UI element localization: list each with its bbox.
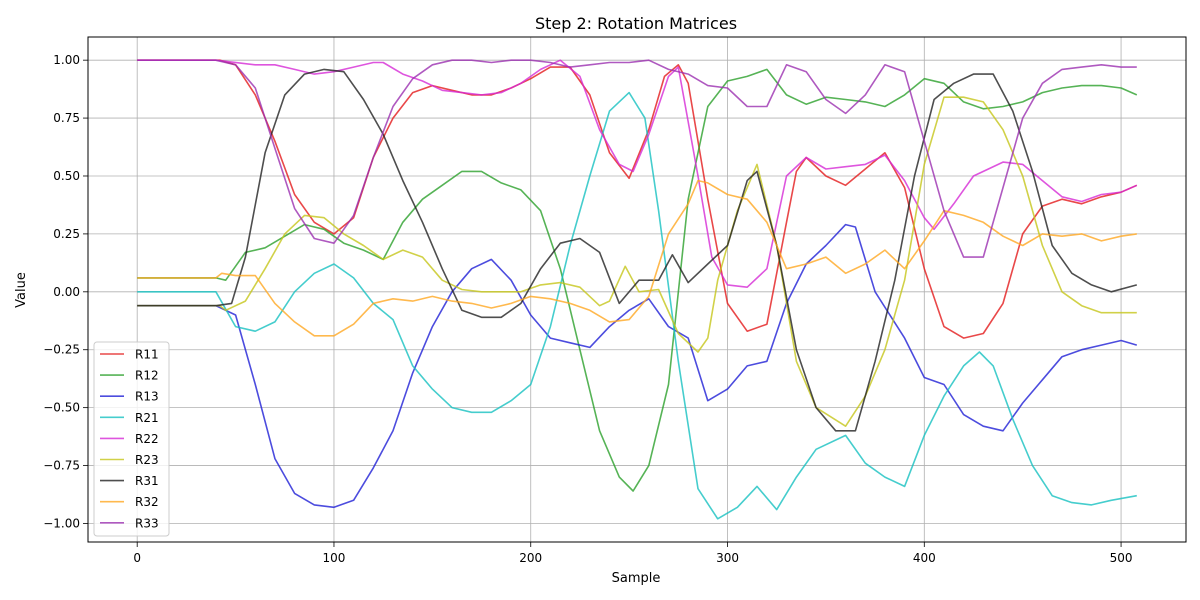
y-tick-label: −0.50 [43, 401, 80, 415]
y-tick-label: 0.00 [53, 285, 80, 299]
series-layer [137, 59, 1138, 520]
series-line-r13 [137, 223, 1138, 509]
series-line-r21 [137, 91, 1137, 520]
y-tick-label: 1.00 [53, 53, 80, 67]
x-tick-label: 200 [519, 551, 542, 565]
legend-label-r21: R21 [135, 411, 159, 425]
legend-label-r31: R31 [135, 474, 159, 488]
x-tick-label: 100 [323, 551, 346, 565]
legend-label-r33: R33 [135, 516, 159, 530]
y-tick-label: −0.75 [43, 459, 80, 473]
legend-label-r13: R13 [135, 390, 159, 404]
legend-label-r12: R12 [135, 369, 159, 383]
legend-label-r32: R32 [135, 495, 159, 509]
legend-label-r22: R22 [135, 432, 159, 446]
series-line-r33 [137, 59, 1137, 258]
series-line-r22 [137, 59, 1138, 288]
series-line-r32 [137, 179, 1137, 337]
y-tick-label: 0.75 [53, 111, 80, 125]
x-tick-label: 400 [913, 551, 936, 565]
legend: R11 R12 R13 R21 R22 R23 R31 R32 R33 [93, 341, 170, 537]
y-tick-label: 0.25 [53, 227, 80, 241]
legend-label-r23: R23 [135, 453, 159, 467]
x-tick-label: 300 [716, 551, 739, 565]
legend-box [93, 341, 170, 537]
series-line-r31 [137, 68, 1138, 432]
x-tick-label: 500 [1110, 551, 1133, 565]
chart-title: Step 2: Rotation Matrices [535, 14, 737, 33]
x-axis-label: Sample [612, 571, 661, 586]
y-axis-label: Value [14, 272, 29, 308]
y-tick-label: −1.00 [43, 516, 80, 530]
legend-label-r11: R11 [135, 348, 159, 362]
y-tick-label: 0.50 [53, 169, 80, 183]
plot-frame [87, 36, 1187, 543]
x-tick-label: 0 [133, 551, 141, 565]
series-line-r12 [137, 68, 1138, 492]
y-tick-label: −0.25 [43, 343, 80, 357]
series-line-r23 [137, 96, 1137, 427]
tick-layer: 0 100 200 300 400 500 −1.00 −0.75 −0.50 −0.25 0.00… [43, 53, 1132, 565]
